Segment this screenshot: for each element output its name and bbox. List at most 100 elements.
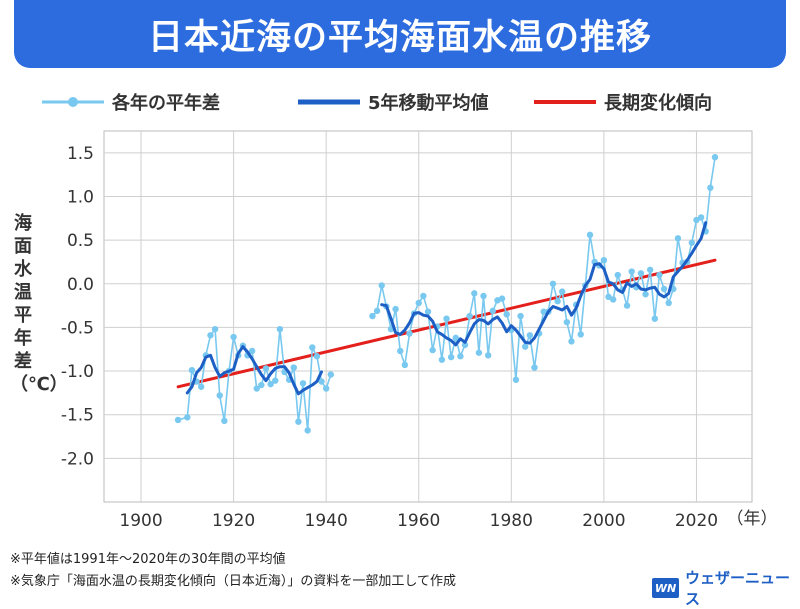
annual-point: [642, 291, 649, 298]
annual-point: [651, 315, 658, 322]
annual-point: [489, 307, 496, 315]
legend-item-moving: 5年移動平均値: [298, 88, 489, 116]
legend-symbol-trend: [534, 92, 596, 112]
annual-point: [480, 292, 487, 300]
annual-point: [466, 312, 473, 320]
footnote-normal: ※平年値は1991年～2020年の30年間の平均値: [10, 552, 286, 567]
annual-point: [327, 371, 334, 378]
annual-point: [184, 414, 191, 421]
annual-point: [512, 376, 520, 383]
annual-point: [484, 352, 492, 359]
annual-point: [304, 427, 311, 434]
legend-label-trend: 長期変化傾向: [604, 93, 712, 114]
annual-point: [614, 271, 621, 279]
annual-point: [526, 332, 534, 339]
annual-point: [503, 311, 510, 318]
annual-point: [522, 343, 529, 350]
logo-mark: WN: [652, 578, 679, 598]
annual-point: [665, 299, 672, 307]
annual-point: [711, 153, 719, 161]
annual-point: [318, 378, 325, 385]
annual-point: [707, 184, 714, 191]
x-tick-label: 1900: [119, 511, 162, 531]
y-tick-label: 0.0: [67, 275, 94, 295]
plot-frame: [103, 130, 753, 503]
annual-point: [401, 361, 409, 369]
annual-point: [646, 266, 654, 273]
annual-point: [267, 380, 274, 388]
annual-line: [371, 157, 716, 381]
y-tick-label: -0.5: [61, 318, 94, 338]
annual-point: [369, 312, 376, 320]
legend-symbol-moving: [298, 92, 360, 112]
annual-point: [248, 347, 256, 355]
y-tick-label: 1.0: [67, 187, 94, 207]
y-tick-label: -1.5: [61, 406, 94, 426]
annual-point: [322, 385, 330, 392]
annual-point: [262, 365, 270, 372]
annual-point: [475, 349, 483, 356]
x-tick-label: 2000: [582, 511, 625, 531]
legend-item-trend: 長期変化傾向: [534, 88, 712, 116]
annual-point: [498, 295, 506, 302]
annual-point: [188, 366, 196, 374]
annual-point: [429, 346, 436, 354]
legend-label-moving: 5年移動平均値: [368, 93, 489, 114]
annual-point: [554, 298, 561, 305]
y-tick-label: 0.5: [67, 231, 94, 251]
annual-point: [637, 270, 645, 277]
x-tick-label: 1920: [212, 511, 255, 531]
annual-point: [424, 308, 432, 315]
annual-point: [392, 305, 399, 313]
annual-point: [378, 282, 385, 289]
annual-point: [586, 231, 594, 239]
title-banner: 日本近海の平均海面水温の推移: [14, 0, 786, 68]
annual-point: [549, 280, 557, 287]
annual-point: [447, 353, 455, 361]
annual-point: [295, 418, 302, 425]
footnote-source: ※気象庁「海面水温の長期変化傾向（日本近海）」の資料を一部加工して作成: [10, 574, 457, 589]
annual-point: [559, 288, 566, 295]
annual-point: [415, 299, 422, 307]
annual-point: [420, 292, 427, 300]
annual-point: [609, 296, 617, 303]
annual-point: [600, 256, 608, 264]
annual-point: [457, 353, 464, 360]
legend-item-annual: 各年の平年差: [42, 88, 220, 116]
annual-point: [577, 331, 584, 338]
annual-point: [443, 315, 450, 322]
annual-point: [568, 338, 575, 345]
y-tick-label: 1.5: [67, 144, 94, 164]
annual-point: [397, 347, 404, 355]
moving-average-line: [185, 345, 323, 396]
annual-point: [373, 307, 381, 315]
annual-point: [174, 416, 182, 424]
annual-point: [563, 318, 571, 326]
legend-symbol-annual: [42, 92, 104, 112]
annual-point: [230, 333, 237, 341]
x-axis-unit: （年）: [727, 509, 778, 529]
annual-point: [299, 380, 307, 387]
annual-point: [688, 239, 696, 246]
annual-point: [253, 385, 260, 392]
y-tick-label: -2.0: [61, 449, 94, 469]
annual-point: [628, 268, 635, 275]
annual-line: [177, 328, 332, 432]
annual-point: [290, 364, 297, 371]
annual-point: [309, 344, 316, 351]
annual-point: [438, 356, 446, 363]
annual-point: [216, 392, 223, 399]
x-tick-label: 1980: [490, 511, 533, 531]
annual-point: [623, 302, 631, 309]
annual-point: [276, 325, 284, 333]
annual-point: [406, 330, 413, 337]
annual-point: [674, 235, 682, 242]
annual-point: [221, 417, 228, 425]
annual-point: [211, 325, 219, 333]
x-tick-label: 1940: [305, 511, 348, 531]
chart-title: 日本近海の平均海面水温の推移: [147, 17, 652, 58]
annual-point: [207, 332, 214, 339]
y-tick-label: -1.0: [61, 362, 94, 382]
annual-point: [313, 353, 321, 360]
annual-point: [697, 214, 705, 221]
